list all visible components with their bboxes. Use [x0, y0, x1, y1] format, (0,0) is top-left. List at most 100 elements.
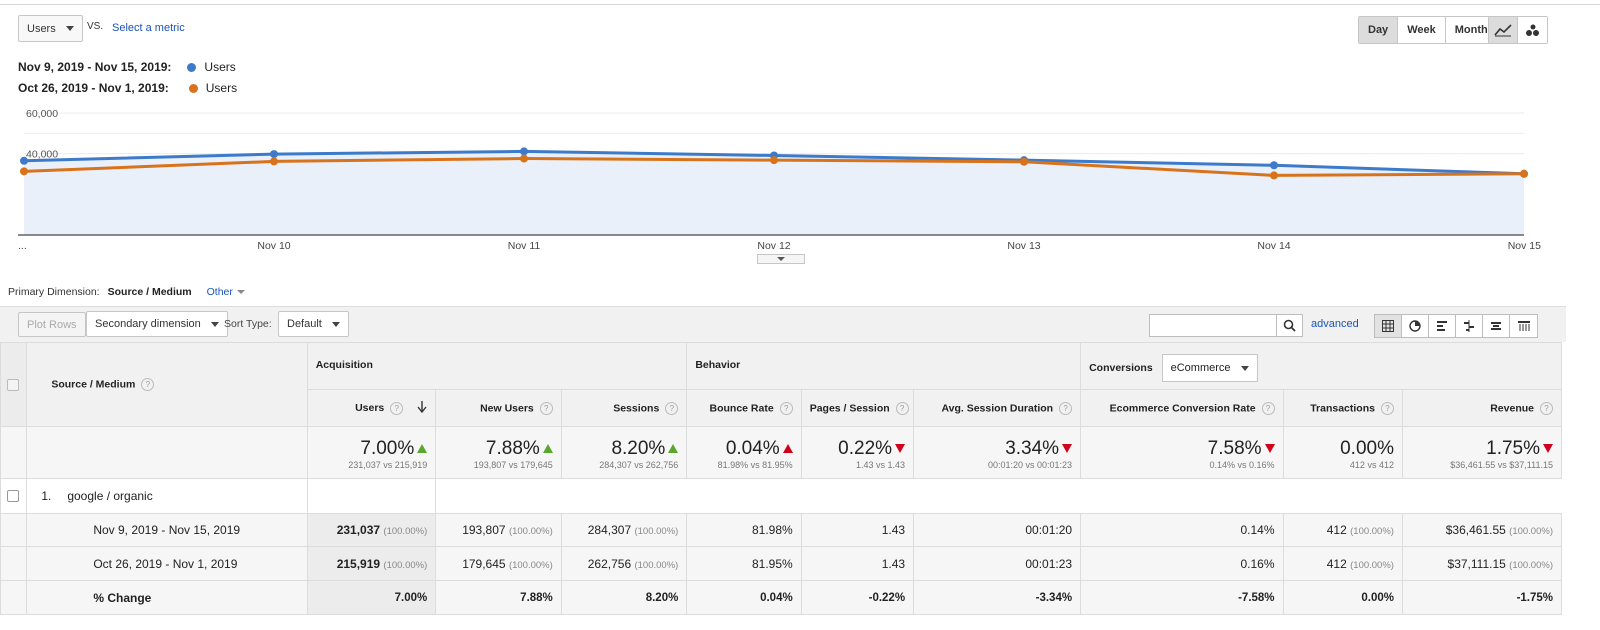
table-search-input[interactable] — [1149, 314, 1277, 337]
column-header-users[interactable]: Users? — [306, 389, 437, 427]
summary-comparison: 0.14% vs 0.16% — [1209, 459, 1275, 470]
chevron-down-icon — [1240, 365, 1249, 371]
percentage-view-button[interactable] — [1402, 315, 1429, 337]
plot-rows-label: Plot Rows — [27, 318, 77, 331]
term-cloud-button[interactable] — [1483, 315, 1510, 337]
metric-select[interactable]: Users — [18, 15, 83, 42]
help-icon[interactable]: ? — [1540, 401, 1553, 415]
cell-value: 284,307 — [587, 523, 632, 537]
summary-value: 8.20% — [611, 437, 666, 459]
chevron-down-icon — [236, 290, 245, 294]
pivot-view-button[interactable] — [1510, 315, 1537, 337]
primary-dimension-other[interactable]: Other — [206, 286, 233, 298]
help-icon[interactable]: ? — [1261, 401, 1275, 415]
data-point — [270, 157, 278, 166]
help-icon[interactable]: ? — [539, 401, 553, 415]
date-range-cell: Nov 9, 2019 - Nov 15, 2019 — [26, 513, 308, 547]
help-icon[interactable]: ? — [1059, 401, 1073, 415]
arrow-up-icon — [668, 443, 679, 453]
plot-rows-button[interactable]: Plot Rows — [18, 312, 86, 337]
select-metric-link[interactable]: Select a metric — [112, 22, 185, 34]
cell-value: 81.95% — [751, 556, 793, 571]
column-header-row: Users? New Users? Sessions? Bounce Rate? Pag… — [1, 389, 1563, 427]
search-button[interactable] — [1276, 314, 1303, 337]
summary-avg-session-duration: 3.34% 00:01:20 vs 00:01:23 — [913, 426, 1082, 479]
performance-view-button[interactable] — [1429, 315, 1456, 337]
summary-value: 1.75% — [1486, 437, 1540, 459]
column-header-ecommerce-conversion-rate[interactable]: Ecommerce Conversion Rate? — [1080, 389, 1284, 427]
cell-percent: (100.00%) — [1509, 526, 1553, 537]
dimension-header[interactable]: Source / Medium? — [26, 342, 308, 427]
cell-percent: (100.00%) — [383, 559, 428, 571]
change-pages-per-session: -0.22% — [800, 580, 915, 615]
change-label: % Change — [93, 590, 152, 605]
cell-users: 231,037 (100.00%) — [306, 513, 437, 547]
pie-icon — [1409, 320, 1421, 332]
column-header-new-users[interactable]: New Users? — [435, 389, 562, 427]
summary-bounce-rate: 0.04% 81.98% vs 81.95% — [686, 426, 802, 479]
column-header-avg-session-duration[interactable]: Avg. Session Duration? — [913, 389, 1082, 427]
data-view-button[interactable] — [1375, 315, 1402, 337]
change-avg-session-duration: -3.34% — [913, 580, 1082, 615]
column-header-bounce-rate[interactable]: Bounce Rate? — [686, 389, 802, 427]
cell-percent: (100.00%) — [508, 526, 553, 537]
cell-pages-per-session: 1.43 — [800, 546, 915, 581]
sort-type-select[interactable]: Default — [278, 311, 349, 337]
column-header-label: Users — [355, 402, 385, 415]
arrow-down-icon — [1543, 443, 1553, 453]
date-range-label: Nov 9, 2019 - Nov 15, 2019 — [93, 523, 241, 537]
column-header-sessions[interactable]: Sessions? — [560, 389, 688, 427]
legend-previous: Oct 26, 2019 - Nov 1, 2019: Users — [18, 81, 237, 95]
period-day-button[interactable]: Day — [1359, 17, 1399, 43]
cell-value: 0.14% — [1240, 523, 1275, 537]
column-header-label: Ecommerce Conversion Rate — [1109, 401, 1256, 414]
cell-pages-per-session: 1.43 — [800, 513, 915, 547]
dimension-header-label: Source / Medium — [51, 378, 136, 391]
help-icon[interactable]: ? — [779, 401, 793, 415]
cell-value: $36,461.55 — [1445, 523, 1506, 537]
help-icon[interactable]: ? — [665, 401, 679, 415]
change-sessions: 8.20% — [560, 580, 688, 615]
table-row: Oct 26, 2019 - Nov 1, 2019 215,919 (100.0… — [0, 546, 1563, 581]
table-row: Nov 9, 2019 - Nov 15, 2019 231,037 (100.0… — [0, 513, 1563, 547]
cell-value: 1.43 — [881, 523, 906, 537]
primary-dimension-value[interactable]: Source / Medium — [107, 286, 192, 298]
line-chart-button[interactable] — [1489, 17, 1518, 43]
column-header-pages-per-session[interactable]: Pages / Session? — [800, 389, 915, 427]
summary-users: 7.00% 231,037 vs 215,919 — [306, 426, 437, 479]
row-dimension-link[interactable]: google / organic — [67, 489, 153, 503]
help-icon[interactable]: ? — [895, 401, 909, 415]
arrow-up-icon — [542, 443, 553, 453]
period-week-button[interactable]: Week — [1398, 17, 1446, 43]
x-tick-label: Nov 10 — [257, 240, 290, 252]
data-point — [1270, 171, 1278, 180]
row-checkbox[interactable] — [7, 490, 19, 503]
comparison-view-button[interactable] — [1456, 315, 1483, 337]
bubble-chart-icon — [1525, 24, 1539, 36]
column-header-transactions[interactable]: Transactions? — [1282, 389, 1403, 427]
motion-chart-button[interactable] — [1518, 17, 1547, 43]
advanced-link[interactable]: advanced — [1311, 318, 1359, 330]
conversions-select[interactable]: eCommerce — [1161, 354, 1258, 382]
help-icon[interactable]: ? — [1380, 401, 1394, 415]
cell-users: 215,919 (100.00%) — [306, 546, 437, 581]
summary-value: 0.00% — [1340, 437, 1394, 459]
help-icon[interactable]: ? — [390, 401, 404, 415]
select-all-checkbox[interactable] — [7, 378, 19, 391]
column-header-revenue[interactable]: Revenue? — [1401, 389, 1563, 427]
data-point — [770, 156, 778, 165]
cell-revenue: $36,461.55 (100.00%) — [1401, 513, 1563, 547]
secondary-dimension-select[interactable]: Secondary dimension — [86, 311, 228, 337]
help-icon[interactable]: ? — [141, 378, 155, 391]
change-bounce-rate: 0.04% — [686, 580, 802, 615]
sort-desc-arrow-icon[interactable] — [417, 401, 427, 414]
chevron-down-icon — [210, 321, 219, 327]
cell-value: 412 — [1326, 556, 1347, 571]
series-area — [24, 151, 1524, 235]
summary-check-cell — [0, 426, 28, 479]
cell-value: 81.98% — [751, 523, 793, 537]
chart-collapse-handle[interactable] — [757, 254, 805, 264]
term-cloud-icon — [1491, 322, 1501, 330]
x-tick-label: Nov 12 — [757, 240, 790, 252]
